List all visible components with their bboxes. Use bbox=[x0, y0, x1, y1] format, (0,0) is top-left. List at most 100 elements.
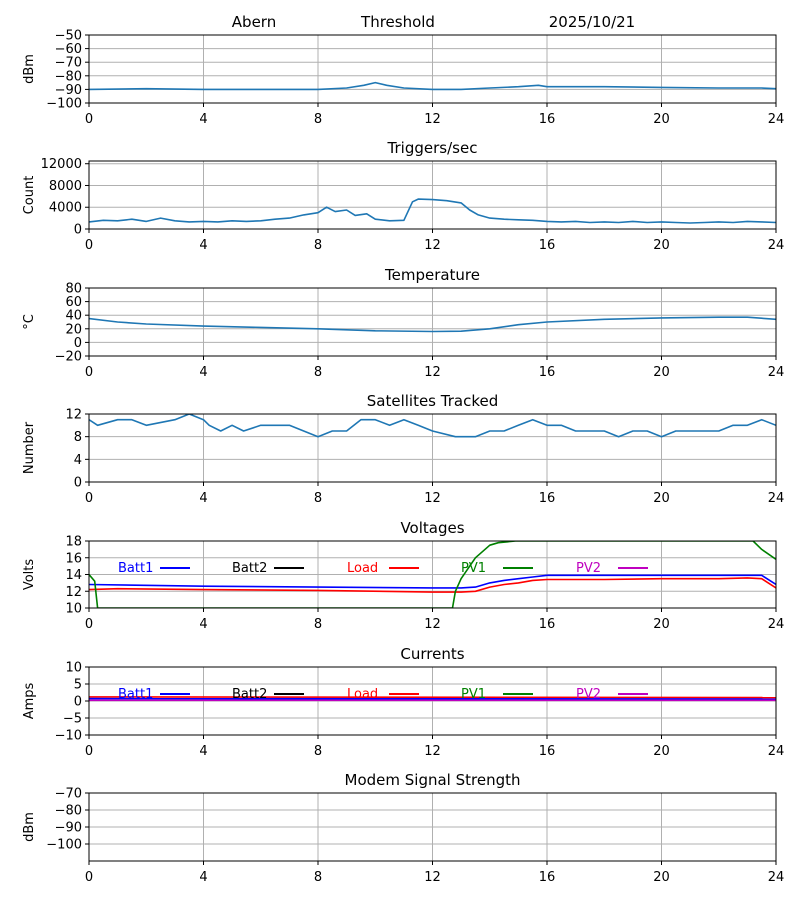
x-tick-label: 20 bbox=[653, 365, 670, 380]
y-tick-label: −10 bbox=[55, 729, 82, 744]
y-tick-label: 40 bbox=[65, 309, 82, 324]
series-line-data bbox=[89, 198, 776, 224]
series-group bbox=[89, 198, 776, 224]
legend-label-load: Load bbox=[347, 687, 378, 702]
y-tick-label: 12 bbox=[65, 408, 82, 423]
panel-threshold: 0 4 8 12 16 20 24 −100−90−80−70−60−50 dBm bbox=[22, 29, 784, 128]
x-tick-label: 24 bbox=[768, 744, 785, 759]
y-tick-label: 0 bbox=[74, 336, 82, 351]
series-line-data bbox=[89, 81, 776, 91]
x-tick-label: 24 bbox=[768, 870, 785, 885]
y-axis-label: dBm bbox=[22, 54, 37, 84]
x-tick-label: 4 bbox=[199, 744, 207, 759]
header-date: 2025/10/21 bbox=[549, 13, 635, 31]
x-tick-label: 12 bbox=[424, 870, 441, 885]
panel-triggers: 0 4 8 12 16 20 24 0 4000 8000 12000 Triggers/sec Cou… bbox=[22, 139, 784, 253]
x-tick-label: 0 bbox=[85, 238, 93, 253]
x-tick-label: 20 bbox=[653, 870, 670, 885]
y-tick-label: 12000 bbox=[41, 157, 82, 172]
x-tick-label: 4 bbox=[199, 365, 207, 380]
x-tick-label: 16 bbox=[539, 238, 556, 253]
panel-title: Voltages bbox=[400, 519, 464, 537]
x-tick-label: 12 bbox=[424, 744, 441, 759]
legend-label-batt2: Batt2 bbox=[232, 561, 267, 576]
x-tick-label: 4 bbox=[199, 870, 207, 885]
header-mode: Threshold bbox=[360, 13, 435, 31]
legend-label-batt1: Batt1 bbox=[118, 687, 153, 702]
x-tick-label: 0 bbox=[85, 617, 93, 632]
series-group bbox=[89, 696, 776, 702]
x-tick-label: 8 bbox=[314, 617, 322, 632]
panel-title: Triggers/sec bbox=[387, 139, 478, 157]
legend-label-pv2: PV2 bbox=[576, 561, 601, 576]
legend-label-pv1: PV1 bbox=[461, 687, 486, 702]
y-tick-label: 8 bbox=[74, 430, 82, 445]
y-tick-label: 4 bbox=[74, 453, 82, 468]
y-tick-label: 80 bbox=[65, 282, 82, 297]
x-tick-label: 24 bbox=[768, 491, 785, 506]
x-tick-label: 0 bbox=[85, 870, 93, 885]
x-tick-label: 16 bbox=[539, 365, 556, 380]
y-tick-label: −20 bbox=[55, 350, 82, 365]
series-group bbox=[89, 541, 776, 608]
x-tick-label: 16 bbox=[539, 112, 556, 127]
x-tick-label: 24 bbox=[768, 365, 785, 380]
y-tick-label: 12 bbox=[65, 585, 82, 600]
panel-currents: 0 4 8 12 16 20 24 −10 −5 0 5 10 Currents Amps Batt1 Bat… bbox=[22, 645, 784, 759]
y-tick-label: 16 bbox=[65, 551, 82, 566]
panel-title: Temperature bbox=[384, 266, 480, 284]
x-tick-label: 20 bbox=[653, 744, 670, 759]
legend-label-pv2: PV2 bbox=[576, 687, 601, 702]
y-tick-label: −50 bbox=[55, 29, 82, 44]
x-tick-label: 24 bbox=[768, 112, 785, 127]
panel-title: Modem Signal Strength bbox=[345, 771, 521, 789]
x-tick-label: 16 bbox=[539, 617, 556, 632]
x-tick-label: 0 bbox=[85, 491, 93, 506]
y-axis-label: dBm bbox=[22, 812, 37, 842]
y-axis-label: Amps bbox=[22, 682, 37, 719]
y-axis-label: Volts bbox=[22, 559, 37, 591]
x-tick-label: 24 bbox=[768, 617, 785, 632]
x-tick-label: 4 bbox=[199, 491, 207, 506]
panel-satellites: 0 4 8 12 16 20 24 0 4 8 12 Satellites Tracked Number bbox=[22, 392, 784, 506]
series-line-load bbox=[89, 696, 776, 699]
y-tick-label: −80 bbox=[55, 804, 82, 819]
y-axis-label: Number bbox=[22, 421, 37, 474]
y-tick-label: −5 bbox=[63, 712, 82, 727]
y-tick-label: 5 bbox=[74, 678, 82, 693]
panel-modem: 0 4 8 12 16 20 24 −100 −90 −80 −70 Modem Signal Str… bbox=[22, 771, 784, 885]
x-tick-label: 20 bbox=[653, 617, 670, 632]
x-tick-label: 8 bbox=[314, 870, 322, 885]
x-tick-label: 16 bbox=[539, 870, 556, 885]
y-tick-label: 60 bbox=[65, 295, 82, 310]
series-line-data bbox=[89, 316, 776, 333]
y-axis-label: Count bbox=[22, 176, 37, 215]
x-tick-label: 12 bbox=[424, 112, 441, 127]
y-tick-label: −70 bbox=[55, 56, 82, 71]
series-line-data bbox=[89, 414, 776, 438]
y-tick-label: −100 bbox=[46, 97, 82, 112]
x-tick-label: 20 bbox=[653, 491, 670, 506]
y-tick-label: 18 bbox=[65, 535, 82, 550]
y-tick-label: −70 bbox=[55, 787, 82, 802]
x-tick-label: 4 bbox=[199, 112, 207, 127]
x-tick-label: 8 bbox=[314, 491, 322, 506]
series-group bbox=[89, 81, 776, 91]
x-tick-label: 16 bbox=[539, 744, 556, 759]
y-tick-label: −60 bbox=[55, 42, 82, 57]
x-tick-label: 20 bbox=[653, 238, 670, 253]
x-tick-label: 12 bbox=[424, 491, 441, 506]
legend-label-batt1: Batt1 bbox=[118, 561, 153, 576]
y-tick-label: −90 bbox=[55, 821, 82, 836]
y-tick-label: 10 bbox=[65, 602, 82, 617]
legend-label-batt2: Batt2 bbox=[232, 687, 267, 702]
y-tick-label: 0 bbox=[74, 695, 82, 710]
x-tick-label: 0 bbox=[85, 365, 93, 380]
x-tick-label: 8 bbox=[314, 365, 322, 380]
y-tick-label: 14 bbox=[65, 568, 82, 583]
panel-title: Satellites Tracked bbox=[367, 392, 498, 410]
